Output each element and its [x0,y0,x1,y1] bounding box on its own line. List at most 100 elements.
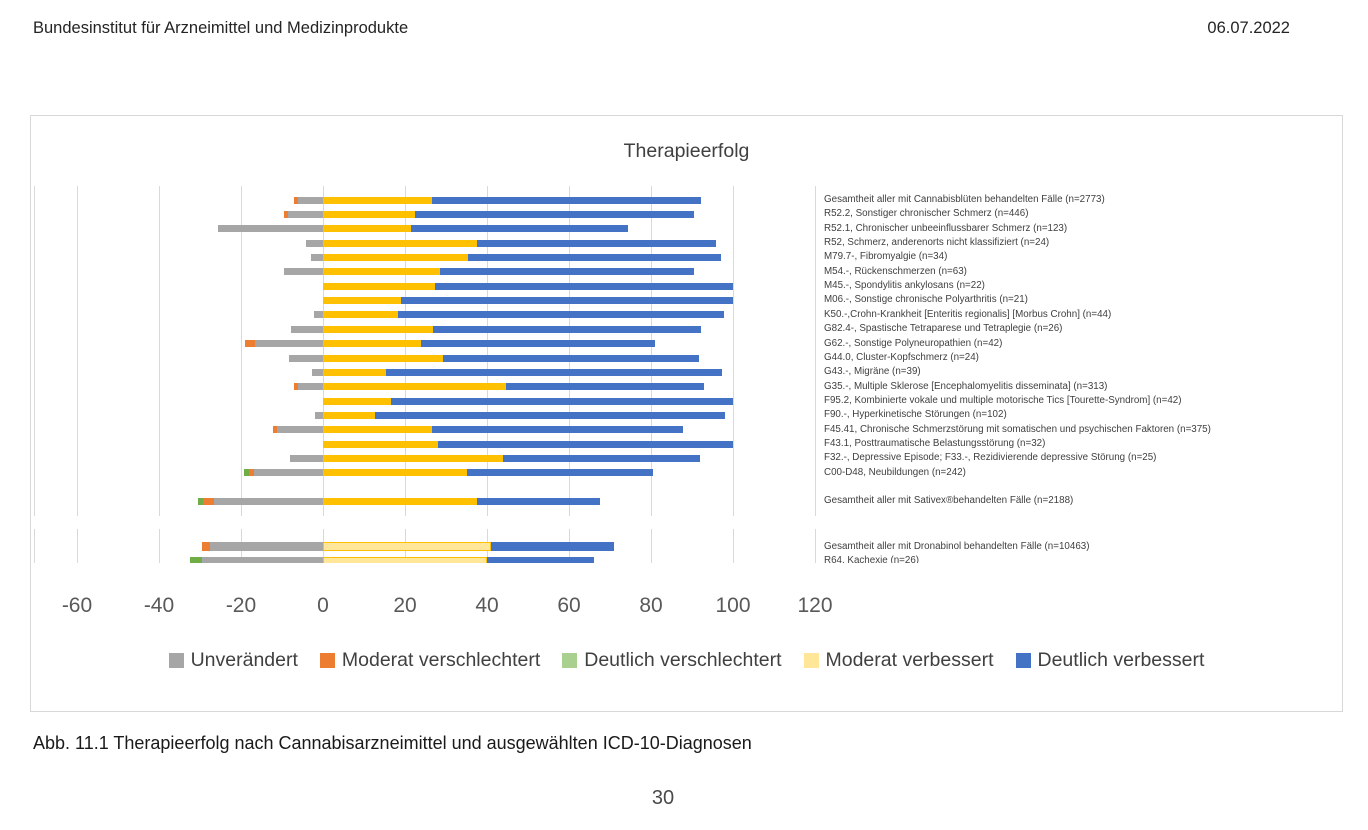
chart-row-bar [288,354,699,362]
chart-row-bar [218,225,629,233]
segment-unveraendert [297,196,323,204]
category-label: Gesamtheit aller mit Dronabinol behandel… [824,540,1090,552]
segment-deutlich-verbessert [467,254,722,262]
segment-moderat-verbessert [322,411,376,419]
gridline [651,186,652,516]
category-label: K50.-,Crohn-Krankheit [Enteritis regiona… [824,308,1112,320]
legend-label: Deutlich verschlechtert [584,649,782,671]
axis-tick-label: 40 [475,594,499,617]
legend-label: Unverändert [190,649,298,671]
category-label: M54.-, Rückenschmerzen (n=63) [824,265,967,277]
segment-unveraendert [297,383,323,391]
chart-row-bar [197,498,600,506]
segment-deutlich-verbessert [375,411,725,419]
gridline [733,529,734,563]
plot-left-edge [34,529,35,563]
chart-row-bar [290,454,701,462]
segment-moderat-verbessert [322,196,432,204]
gridline [487,186,488,516]
segment-moderat-verschlechtert [294,196,298,204]
category-label: R52, Schmerz, anderenorts nicht klassifi… [824,237,1050,249]
category-label: R64, Kachexie (n=26) [824,554,920,564]
segment-moderat-verschlechtert [284,211,289,219]
category-label: R52.2, Sonstiger chronischer Schmerz (n=… [824,208,1029,220]
chart-row-bar [272,426,683,434]
axis-tick-label: 60 [557,594,581,617]
segment-moderat-verschlechtert [244,340,255,348]
segment-deutlich-verbessert [386,368,723,376]
segment-unveraendert [311,254,323,262]
segment-deutlich-verbessert [415,211,695,219]
segment-moderat-verbessert [322,426,433,434]
chart-row-bar [312,368,723,376]
segment-moderat-verbessert [322,268,441,276]
gridline [159,529,160,563]
axis-tick-label: 0 [317,594,329,617]
segment-deutlich-verbessert [476,239,716,247]
segment-unveraendert [202,557,323,563]
segment-moderat-verbessert [322,469,467,477]
segment-deutlich-verbessert [420,340,655,348]
chart-row-bar [284,211,695,219]
segment-moderat-verschlechtert [202,542,211,551]
chart-row-bar [305,239,716,247]
category-label: F95.2, Kombinierte vokale und multiple m… [824,394,1182,406]
segment-unveraendert [214,498,323,506]
gridline [77,529,78,563]
segment-unveraendert [253,469,323,477]
plot-left-edge [34,186,35,516]
chart-title: Therapieerfolg [623,140,750,162]
segment-unveraendert [305,239,323,247]
category-label: M79.7-, Fibromyalgie (n=34) [824,251,948,263]
axis-tick-label: 120 [797,594,833,617]
category-label: F45.41, Chronische Schmerzstörung mit so… [824,423,1211,435]
chart-row-bar [243,469,654,477]
segment-deutlich-verbessert [433,325,702,333]
segment-moderat-verbessert [323,282,435,290]
date-header: 06.07.2022 [1207,19,1290,37]
segment-moderat-verbessert [322,454,504,462]
category-label: C00-D48, Neubildungen (n=242) [824,466,966,478]
category-label: Gesamtheit aller mit Cannabisblüten beha… [824,194,1105,205]
chart-row-bar [294,196,702,204]
gridline [733,186,734,516]
segment-deutlich-verbessert [434,282,733,290]
segment-deutlich-verbessert [438,440,733,448]
segment-deutlich-verbessert [432,426,683,434]
segment-moderat-verbessert [322,254,468,262]
axis-tick-label: -40 [143,594,175,617]
legend-item: Moderat verschlechtert [319,649,540,672]
legend-label: Moderat verbessert [825,649,994,671]
category-label: F43.1, Posttraumatische Belastungsstörun… [824,437,1046,449]
segment-moderat-verbessert [322,498,477,506]
segment-moderat-verbessert [322,340,421,348]
legend-item: Moderat verbessert [803,649,994,672]
chart-row-bar [244,340,655,348]
category-label: M45.-, Spondylitis ankylosans (n=22) [824,280,985,292]
legend-swatch-icon [1015,653,1031,668]
legend-item: Deutlich verbessert [1015,649,1204,672]
chart-row-bar [323,440,733,448]
segment-moderat-verbessert [323,440,439,448]
axis-tick-label: 80 [639,594,663,617]
segment-moderat-verbessert [323,397,392,405]
chart-row-bar [202,542,615,551]
gridline [77,186,78,516]
page-number: 30 [651,787,675,809]
segment-unveraendert [288,354,323,362]
chart-row-bar [291,325,702,333]
segment-deutlich-verschlechtert [197,498,203,506]
segment-deutlich-verbessert [476,498,600,506]
segment-deutlich-verbessert [491,542,615,551]
axis-tick-label: 20 [393,594,417,617]
segment-deutlich-verbessert [397,311,724,319]
segment-moderat-verbessert [322,225,412,233]
segment-deutlich-verbessert [466,469,654,477]
legend-swatch-icon [562,653,578,668]
category-label: G62.-, Sonstige Polyneuropathien (n=42) [824,337,1003,349]
segment-deutlich-verschlechtert [189,557,203,563]
segment-deutlich-verbessert [400,297,733,305]
chart-row-bar [323,297,733,305]
segment-moderat-verschlechtert [293,383,298,391]
legend-swatch-icon [319,653,335,668]
